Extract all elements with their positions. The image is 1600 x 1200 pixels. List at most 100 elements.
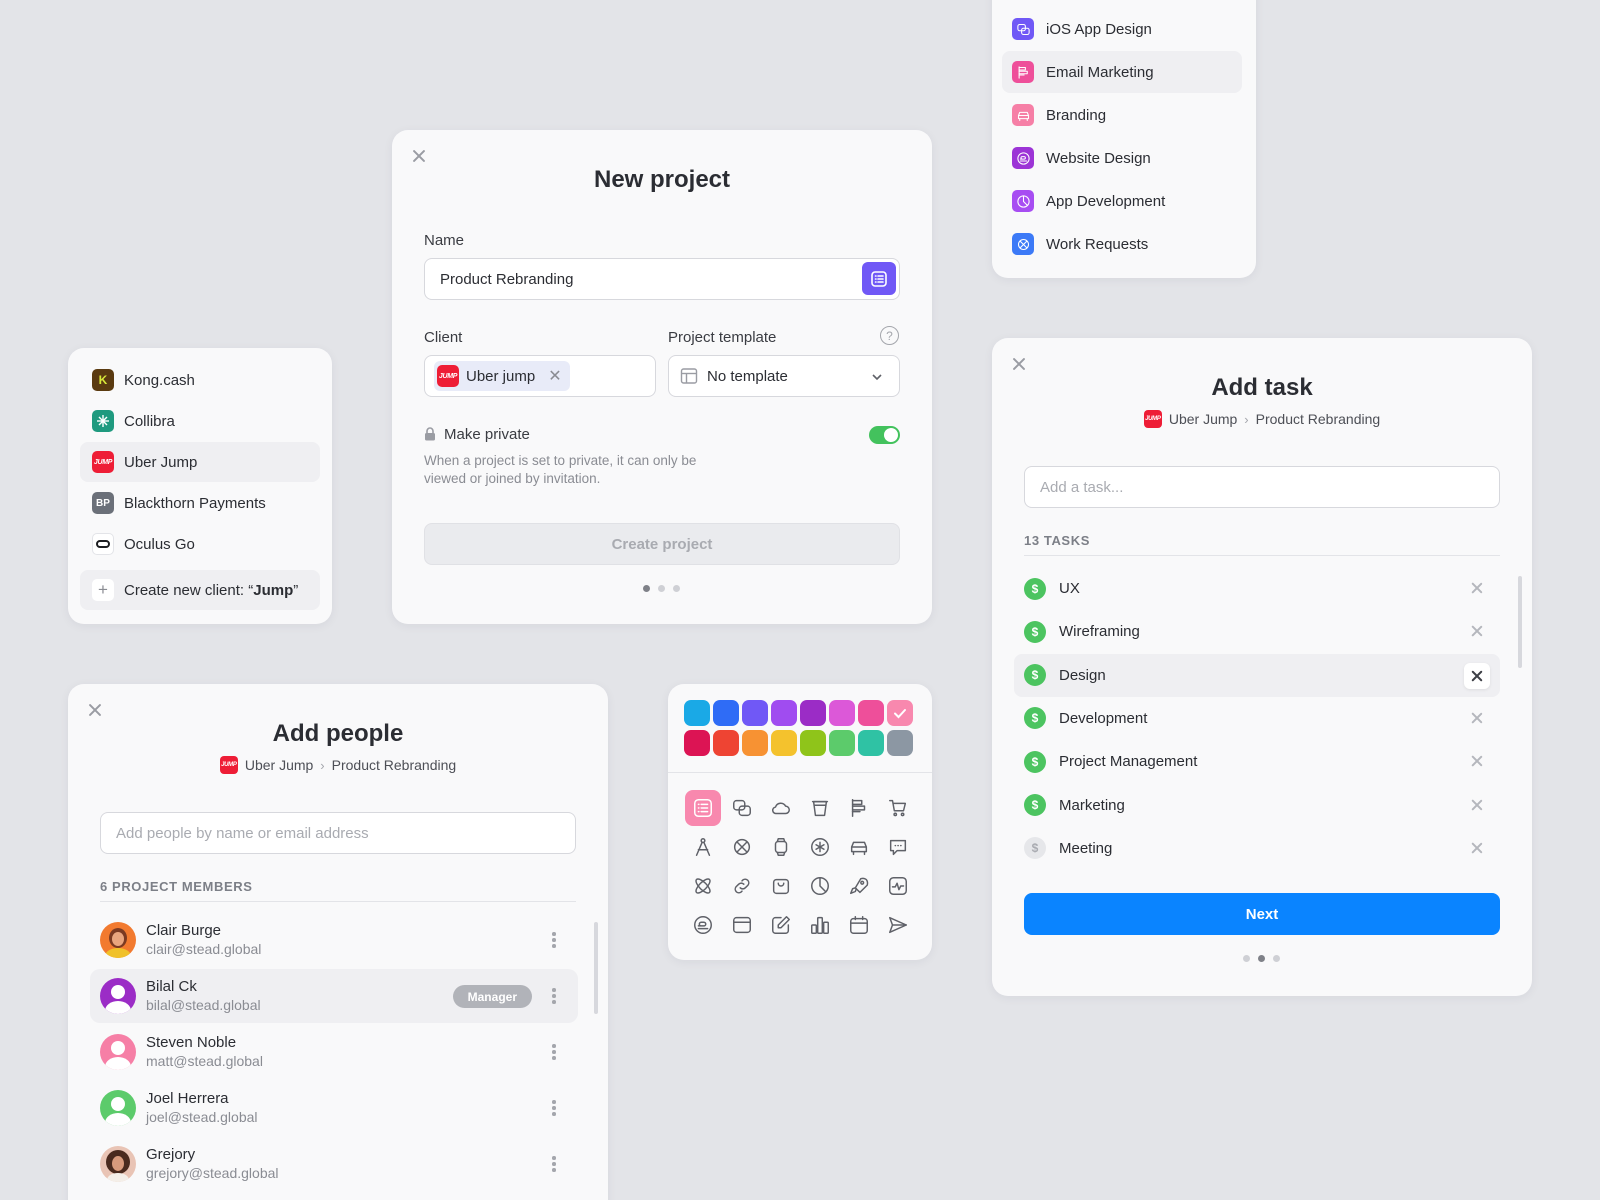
- color-swatch[interactable]: [887, 730, 913, 756]
- color-swatch[interactable]: [858, 730, 884, 756]
- calendar-icon[interactable]: [841, 907, 877, 943]
- dollar-icon[interactable]: $: [1024, 837, 1046, 860]
- pie-icon[interactable]: [802, 868, 838, 904]
- bar-chart-icon[interactable]: [802, 907, 838, 943]
- project-type-option[interactable]: Work Requests: [1002, 223, 1242, 265]
- breadcrumb-client[interactable]: Uber Jump: [1168, 411, 1238, 427]
- color-swatch[interactable]: [742, 730, 768, 756]
- color-swatch[interactable]: [800, 700, 826, 726]
- color-swatch[interactable]: [771, 700, 797, 726]
- project-icon-button[interactable]: [862, 262, 896, 295]
- remove-task-icon[interactable]: [1468, 579, 1486, 597]
- project-type-option[interactable]: Email Marketing: [1002, 51, 1242, 93]
- atom-icon[interactable]: [685, 868, 721, 904]
- watch-icon[interactable]: [763, 829, 799, 865]
- task-scrollbar[interactable]: [1518, 576, 1522, 668]
- color-swatch[interactable]: [829, 730, 855, 756]
- remove-task-icon[interactable]: [1468, 839, 1486, 857]
- create-client-option[interactable]: + Create new client: “Jump”: [80, 570, 320, 610]
- remove-task-icon[interactable]: [1468, 752, 1486, 770]
- dollar-icon[interactable]: $: [1024, 794, 1046, 816]
- color-swatch[interactable]: [887, 700, 913, 726]
- chip-remove-icon[interactable]: ✕: [548, 368, 562, 385]
- help-icon[interactable]: ?: [880, 326, 899, 345]
- flag-icon[interactable]: [841, 790, 877, 826]
- member-row[interactable]: Bilal Ck bilal@stead.global Manager: [90, 969, 578, 1023]
- breadcrumb-project[interactable]: Product Rebranding: [331, 757, 457, 773]
- breadcrumb-project[interactable]: Product Rebranding: [1255, 411, 1381, 427]
- chat-dots-icon[interactable]: [880, 829, 916, 865]
- client-select[interactable]: JUMP Uber jump ✕: [424, 355, 656, 397]
- task-item[interactable]: $ Meeting: [1014, 827, 1500, 870]
- project-type-option[interactable]: App Development: [1002, 180, 1242, 222]
- remove-task-icon[interactable]: [1468, 709, 1486, 727]
- send-icon[interactable]: [880, 907, 916, 943]
- browser-icon[interactable]: [724, 907, 760, 943]
- client-option[interactable]: JUMP Uber Jump: [80, 442, 320, 482]
- task-item[interactable]: $ Development: [1014, 697, 1500, 740]
- cloud-icon[interactable]: [763, 790, 799, 826]
- rocket-icon[interactable]: [841, 868, 877, 904]
- next-button[interactable]: Next: [1024, 893, 1500, 935]
- add-task-input[interactable]: Add a task...: [1024, 466, 1500, 508]
- color-swatch[interactable]: [713, 700, 739, 726]
- add-people-input[interactable]: Add people by name or email address: [100, 812, 576, 854]
- pulse-icon[interactable]: [880, 868, 916, 904]
- color-swatch[interactable]: [713, 730, 739, 756]
- more-vertical-icon[interactable]: [552, 932, 556, 948]
- color-swatch[interactable]: [858, 700, 884, 726]
- breadcrumb-client[interactable]: Uber Jump: [244, 757, 314, 773]
- dollar-icon[interactable]: $: [1024, 707, 1046, 730]
- task-item[interactable]: $ Marketing: [1014, 784, 1500, 827]
- more-vertical-icon[interactable]: [552, 1044, 556, 1060]
- more-vertical-icon[interactable]: [552, 988, 556, 1004]
- cart-icon[interactable]: [880, 790, 916, 826]
- cup-icon[interactable]: [802, 790, 838, 826]
- dollar-icon[interactable]: $: [1024, 620, 1046, 643]
- chat-icon[interactable]: [724, 790, 760, 826]
- task-item[interactable]: $ UX: [1014, 567, 1500, 610]
- remove-task-icon[interactable]: [1464, 662, 1490, 689]
- satellite-icon[interactable]: [724, 829, 760, 865]
- list-icon[interactable]: [685, 790, 721, 826]
- client-option[interactable]: K Kong.cash: [80, 360, 320, 400]
- color-swatch[interactable]: [684, 730, 710, 756]
- color-swatch[interactable]: [800, 730, 826, 756]
- task-item[interactable]: $ Design: [1014, 653, 1500, 697]
- car-icon[interactable]: [841, 829, 877, 865]
- bag-icon[interactable]: [763, 868, 799, 904]
- people-scrollbar[interactable]: [594, 922, 598, 1014]
- compass-icon[interactable]: [685, 829, 721, 865]
- member-row[interactable]: Joel Herrera joel@stead.global: [90, 1081, 578, 1135]
- project-type-option[interactable]: Website Design: [1002, 137, 1242, 179]
- member-row[interactable]: Clair Burge clair@stead.global: [90, 913, 578, 967]
- create-project-button[interactable]: Create project: [424, 523, 900, 565]
- project-name-input[interactable]: Product Rebranding: [424, 258, 900, 300]
- client-option[interactable]: Oculus Go: [80, 524, 320, 564]
- client-option[interactable]: Collibra: [80, 401, 320, 441]
- make-private-toggle[interactable]: [869, 426, 900, 444]
- task-item[interactable]: $ Wireframing: [1014, 610, 1500, 653]
- chat-bubble-icon[interactable]: [685, 907, 721, 943]
- template-select[interactable]: No template: [668, 355, 900, 397]
- color-swatch[interactable]: [742, 700, 768, 726]
- member-row[interactable]: Grejory grejory@stead.global: [90, 1137, 578, 1191]
- project-type-option[interactable]: iOS App Design: [1002, 8, 1242, 50]
- color-swatch[interactable]: [684, 700, 710, 726]
- project-type-option[interactable]: Branding: [1002, 94, 1242, 136]
- dollar-icon[interactable]: $: [1024, 664, 1046, 687]
- role-badge[interactable]: Manager: [452, 985, 532, 1008]
- remove-task-icon[interactable]: [1468, 796, 1486, 814]
- dollar-icon[interactable]: $: [1024, 750, 1046, 773]
- dollar-icon[interactable]: $: [1024, 577, 1046, 600]
- edit-icon[interactable]: [763, 907, 799, 943]
- task-item[interactable]: $ Project Management: [1014, 740, 1500, 783]
- close-icon[interactable]: [410, 147, 428, 165]
- member-row[interactable]: Steven Noble matt@stead.global: [90, 1025, 578, 1079]
- color-swatch[interactable]: [771, 730, 797, 756]
- remove-task-icon[interactable]: [1468, 622, 1486, 640]
- client-option[interactable]: BP Blackthorn Payments: [80, 483, 320, 523]
- more-vertical-icon[interactable]: [552, 1100, 556, 1116]
- more-vertical-icon[interactable]: [552, 1156, 556, 1172]
- asterisk-icon[interactable]: [802, 829, 838, 865]
